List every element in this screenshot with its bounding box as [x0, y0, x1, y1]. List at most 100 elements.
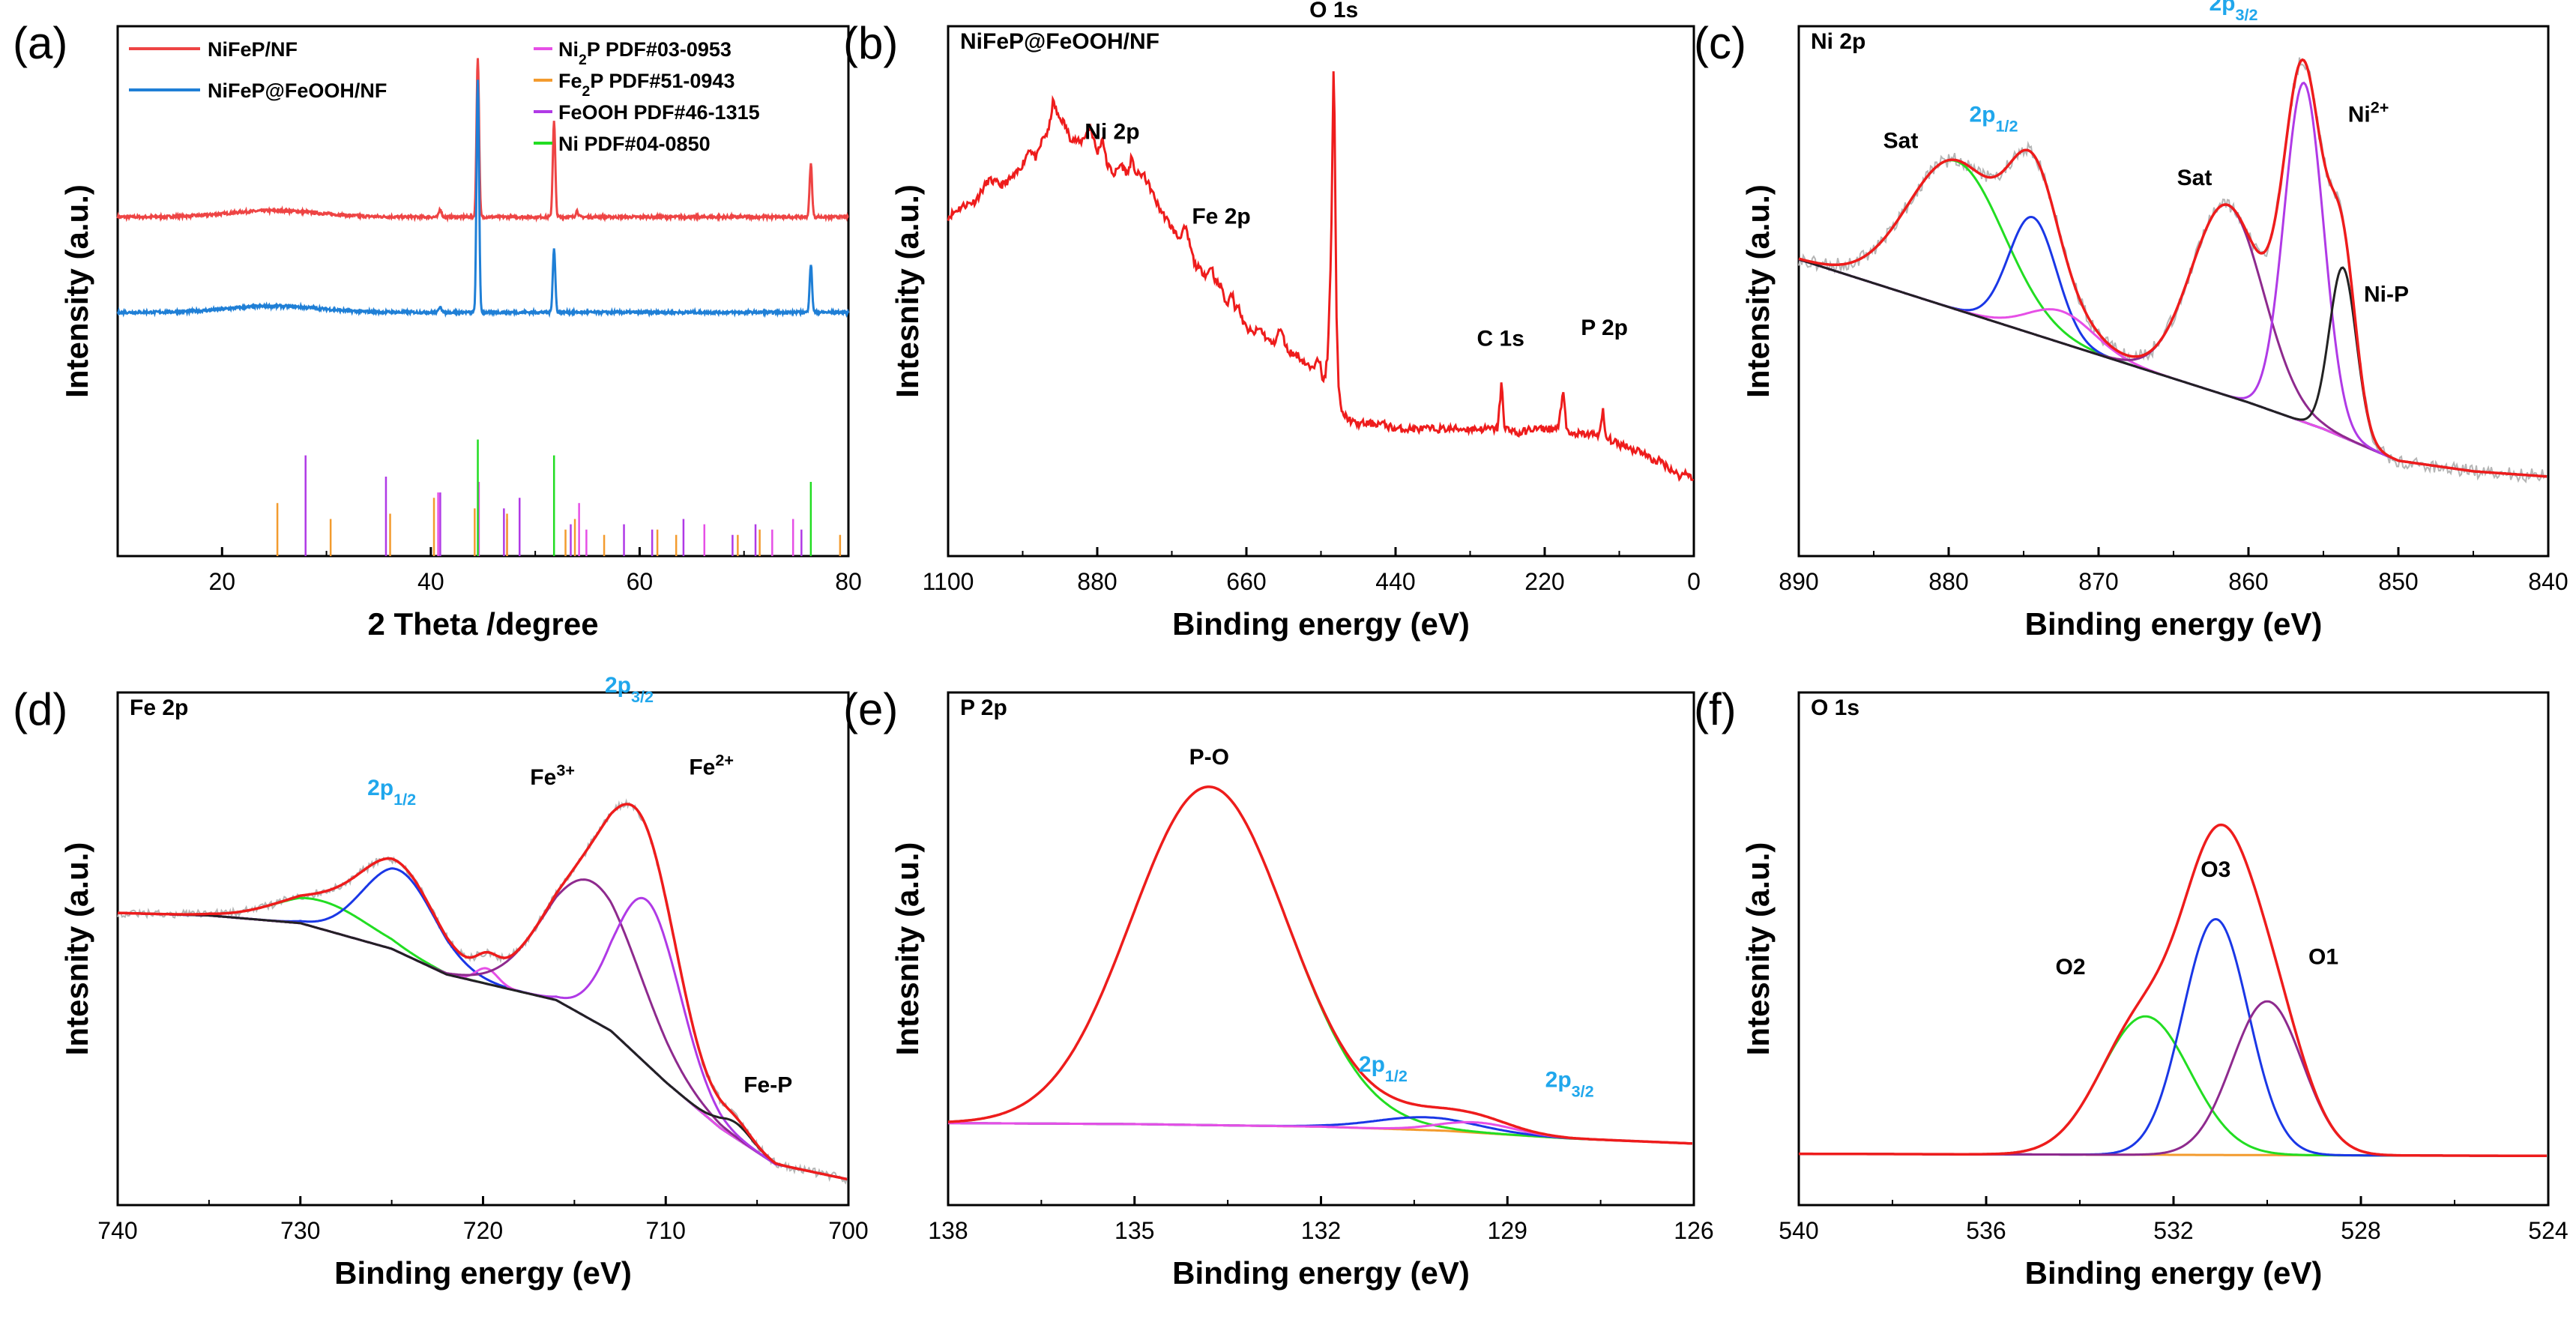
x-tick-label: 720: [463, 1217, 503, 1244]
peak-annotation-part: O1: [2308, 945, 2338, 970]
y-axis-label: Intesnity (a.u.): [1740, 842, 1776, 1056]
panel-title: O 1s: [1811, 695, 1859, 720]
peak-annotation-part: O2: [2055, 955, 2085, 980]
legend-label: NiFeP/NF: [208, 38, 298, 61]
peak-annotation-part: 1/2: [1385, 1066, 1408, 1085]
peak-annotation: Ni2+: [2348, 97, 2389, 127]
panel-title: P 2p: [960, 695, 1007, 720]
panel-c: 890 880 870 860 850 840 Binding energy (eV) Int…: [1694, 0, 2569, 642]
x-tick-label: 135: [1114, 1217, 1154, 1244]
legend-label-part: P PDF#03-0953: [587, 38, 732, 61]
x-tick-label: 0: [1687, 568, 1701, 595]
x-tick-label: 40: [417, 568, 444, 595]
background-line: [1798, 258, 2548, 478]
legend-label-part: Fe: [558, 70, 582, 92]
legend-label: Fe2P PDF#51-0943: [558, 70, 735, 100]
x-tick-label: 710: [646, 1217, 686, 1244]
y-axis-label: Intesnity (a.u.): [890, 184, 925, 398]
x-tick-label: 660: [1226, 568, 1266, 595]
peak-annotation-part: 3/2: [1572, 1081, 1594, 1100]
legend-label-part: PDF#04-0850: [579, 133, 711, 155]
peak-annotation: Fe2+: [689, 750, 734, 780]
legend-label: NiFeP@FeOOH/NF: [208, 79, 387, 102]
x-tick-label: 860: [2228, 568, 2268, 595]
xrd-series-line: [116, 58, 849, 223]
x-tick-label: 220: [1524, 568, 1564, 595]
panel-title: NiFeP@FeOOH/NF: [960, 29, 1159, 54]
raw-data-line: [1798, 57, 2548, 484]
x-axis-label: Binding energy (eV): [2025, 606, 2323, 642]
peak-annotation-part: 2p: [1969, 102, 1995, 127]
x-tick-label: 870: [2078, 568, 2118, 595]
peak-annotation: Sat: [1883, 129, 1919, 154]
panel-title: Ni 2p: [1811, 29, 1865, 54]
peak-annotation: Fe 2p: [1192, 205, 1250, 229]
peak-annotation: Ni 2p: [1085, 120, 1139, 145]
x-tick-label: 126: [1674, 1217, 1713, 1244]
peak-annotation: 2p1/2: [1359, 1052, 1408, 1085]
x-tick-label: 1100: [923, 568, 974, 595]
x-tick-label: 700: [828, 1217, 868, 1244]
survey-spectrum-line: [947, 71, 1695, 483]
panel-b: 1100 880 660 440 220 0 Binding energy (eV) Inte…: [843, 0, 1701, 642]
peak-annotation-part: Fe: [530, 765, 556, 790]
peak-annotation: O1: [2308, 945, 2338, 970]
x-tick-label: 730: [280, 1217, 320, 1244]
peak-annotation: C 1s: [1477, 326, 1524, 351]
legend-label-part: 2: [582, 83, 591, 100]
y-axis-label: Intensity (a.u.): [59, 184, 94, 398]
peak-annotation-part: 1/2: [1995, 116, 2018, 135]
x-axis-label: Binding energy (eV): [334, 1255, 632, 1291]
panel-a: 20 40 60 80 2 Theta /degree Intensity (a.u.) (…: [13, 18, 862, 642]
panel-title: Fe 2p: [130, 695, 188, 720]
peak-annotation-part: Sat: [1883, 129, 1919, 154]
panel-e: 138 135 132 129 126 Binding energy (eV) Intesn…: [843, 684, 1714, 1291]
peak-annotation-part: P-O: [1189, 745, 1229, 770]
y-axis-label: Intensity (a.u.): [1740, 184, 1776, 398]
plot-frame: [947, 25, 1695, 558]
x-tick-label: 850: [2378, 568, 2418, 595]
fit-component-line: [1798, 215, 2548, 478]
peak-annotation: 2p1/2: [367, 776, 416, 809]
peak-annotation-part: Fe: [689, 755, 715, 779]
peak-annotation-part: 2p: [1545, 1068, 1572, 1093]
panel-f: 540 536 532 528 524 Binding energy (eV) Intesn…: [1694, 684, 2569, 1291]
fit-component-line: [1798, 203, 2548, 478]
peak-annotation: P-O: [1189, 745, 1229, 770]
x-tick-label: 880: [1928, 568, 1968, 595]
fit-component-line: [1798, 258, 2548, 478]
legend-label-part: 2: [579, 52, 587, 68]
x-tick-label: 440: [1375, 568, 1415, 595]
x-tick-label: 740: [97, 1217, 137, 1244]
plot-frame: [116, 691, 850, 1207]
x-axis-label: Binding energy (eV): [2025, 1255, 2323, 1291]
legend-label: Ni PDF#04-0850: [558, 133, 711, 155]
panel-d: 740 730 720 710 700 Binding energy (eV) Intesn…: [13, 673, 869, 1291]
peak-annotation: 2p3/2: [2209, 0, 2257, 23]
peak-annotation-part: 2p: [1359, 1052, 1385, 1077]
legend-label-part: PDF#46-1315: [628, 101, 760, 124]
peak-annotation-part: Ni-P: [2364, 283, 2409, 307]
x-tick-label: 532: [2153, 1217, 2193, 1244]
peak-annotation: O2: [2055, 955, 2085, 980]
x-axis-label: Binding energy (eV): [1172, 1255, 1470, 1291]
plot-frame: [1797, 25, 2550, 558]
peak-annotation: O3: [2201, 857, 2230, 882]
x-tick-label: 129: [1488, 1217, 1527, 1244]
x-tick-label: 840: [2528, 568, 2568, 595]
peak-annotation-part: O3: [2201, 857, 2230, 882]
peak-annotation-part: 2p: [2209, 0, 2235, 16]
plot-frame: [116, 25, 850, 558]
plot-frame: [947, 691, 1695, 1207]
fit-component-line: [117, 911, 848, 1180]
x-tick-label: 138: [928, 1217, 968, 1244]
fit-component-line: [117, 896, 848, 1180]
x-tick-label: 60: [627, 568, 654, 595]
legend-label-part: Ni: [558, 133, 579, 155]
plot-frame: [1797, 691, 2550, 1207]
x-axis-label: 2 Theta /degree: [367, 606, 598, 642]
x-tick-label: 132: [1301, 1217, 1341, 1244]
peak-annotation: Fe3+: [530, 761, 575, 791]
fit-envelope-line: [117, 803, 848, 1181]
